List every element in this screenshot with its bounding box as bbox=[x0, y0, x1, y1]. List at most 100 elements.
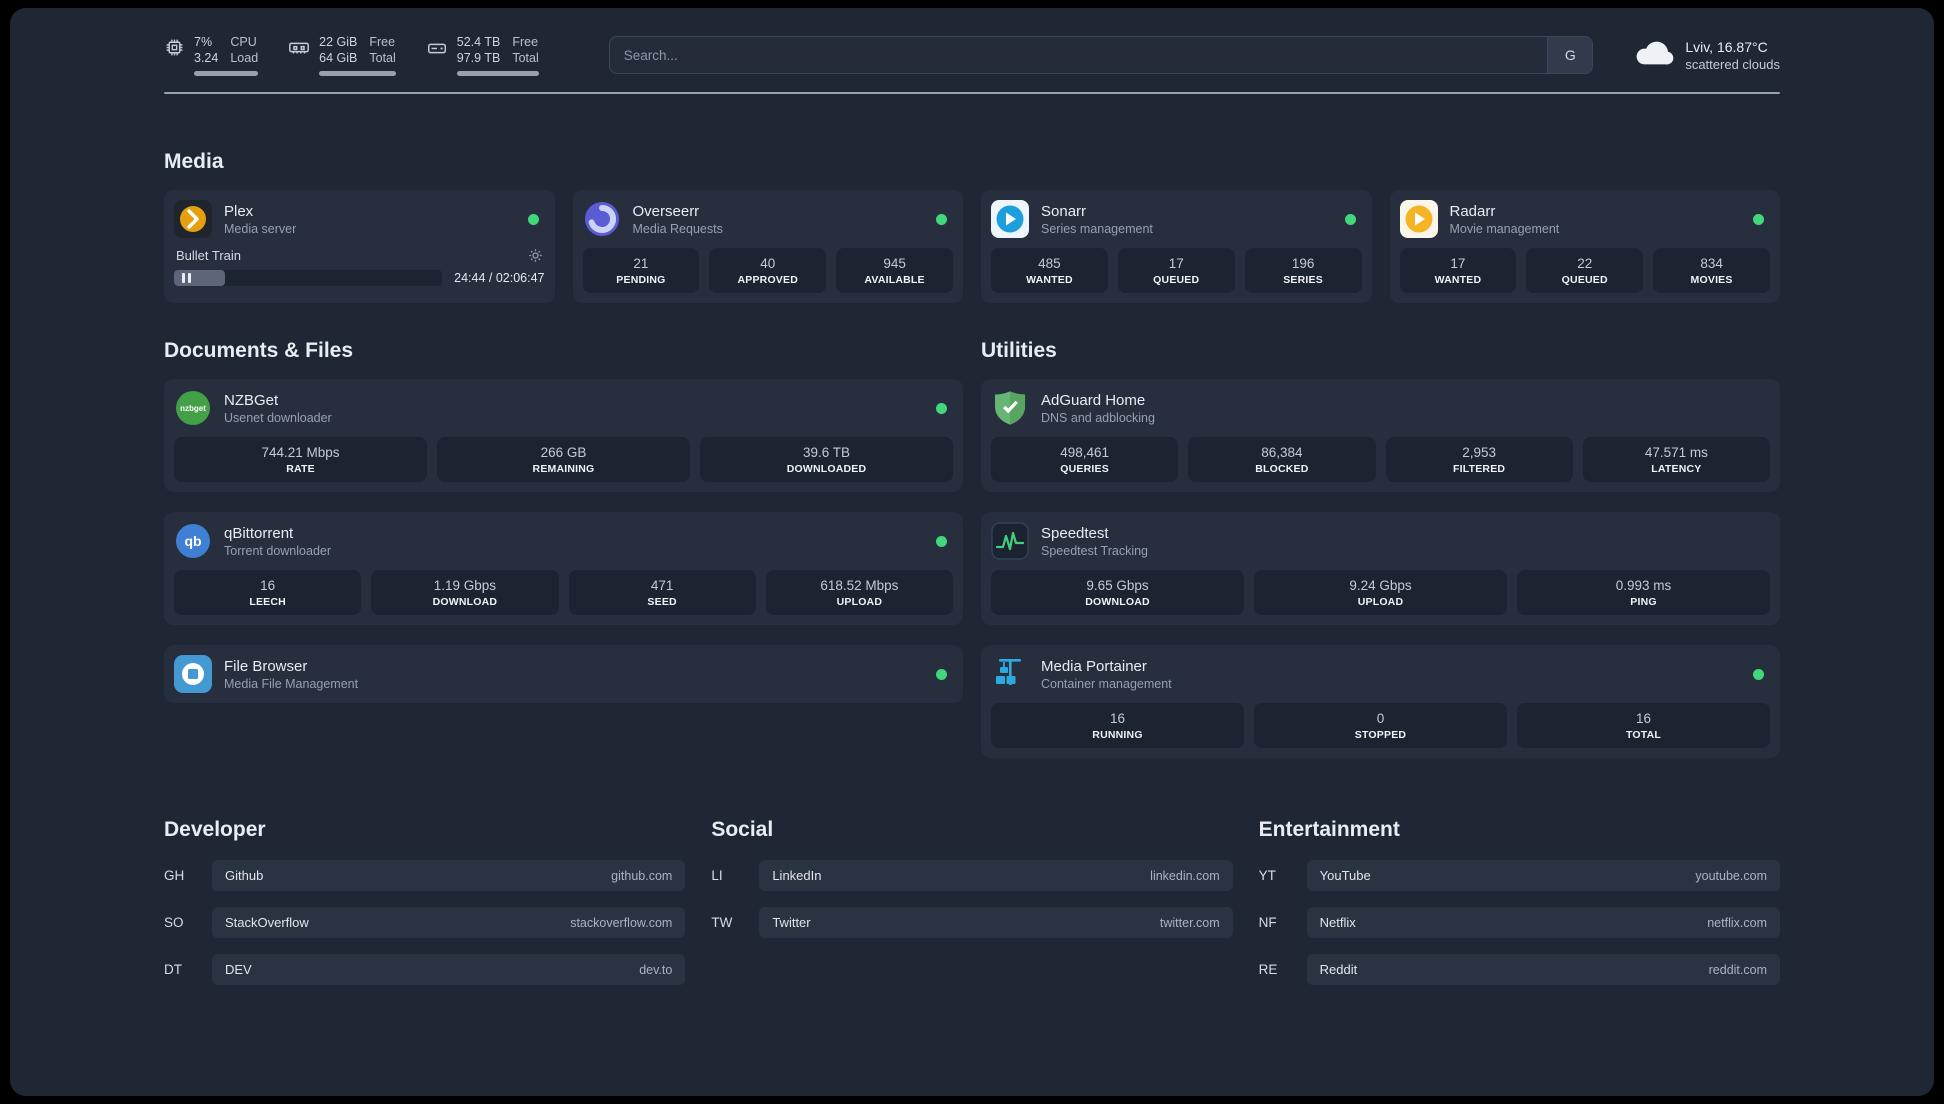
stat-downloaded: 39.6 TB DOWNLOADED bbox=[700, 437, 953, 482]
stat-label: DOWNLOAD bbox=[1085, 596, 1150, 608]
service-name: Speedtest bbox=[1041, 524, 1109, 542]
service-subtitle: DNS and adblocking bbox=[1041, 410, 1155, 425]
service-link-portainer[interactable]: Media Portainer Container management bbox=[991, 655, 1770, 693]
memory-total-label: Total bbox=[369, 51, 396, 65]
stat-label: AVAILABLE bbox=[864, 274, 925, 286]
section-title-social: Social bbox=[711, 818, 774, 841]
service-link-nzbget[interactable]: nzbget NZBGet Usenet downloader bbox=[174, 389, 953, 427]
search-provider-button[interactable]: G bbox=[1547, 37, 1593, 73]
disk-total-label: Total bbox=[512, 51, 539, 65]
stat-blocked: 86,384 BLOCKED bbox=[1188, 437, 1376, 482]
service-name: File Browser bbox=[224, 657, 308, 675]
service-link-filebrowser[interactable]: File Browser Media File Management bbox=[174, 655, 953, 693]
memory-total-value: 64 GiB bbox=[319, 51, 358, 65]
service-link-qbittorrent[interactable]: qb qBittorrent Torrent downloader bbox=[174, 522, 953, 560]
bookmark-link-stackoverflow[interactable]: StackOverflow stackoverflow.com bbox=[212, 907, 686, 938]
stat-stopped: 0 STOPPED bbox=[1254, 703, 1507, 748]
service-link-radarr[interactable]: Radarr Movie management bbox=[1399, 200, 1771, 238]
service-link-adguard[interactable]: AdGuard Home DNS and adblocking bbox=[991, 389, 1770, 427]
bookmark-domain: reddit.com bbox=[1708, 962, 1767, 977]
weather-condition: scattered clouds bbox=[1685, 56, 1780, 72]
service-link-plex[interactable]: Plex Media server bbox=[174, 200, 545, 238]
bookmark-domain: dev.to bbox=[639, 962, 673, 977]
search-input[interactable] bbox=[609, 37, 1548, 73]
bookmark-group-social: Social LI LinkedIn linkedin.com TW Twitt… bbox=[711, 818, 1233, 938]
bookmark-reddit: RE Reddit reddit.com bbox=[1259, 954, 1780, 985]
section-title-utilities: Utilities bbox=[981, 339, 1057, 362]
stat-label: DOWNLOAD bbox=[432, 596, 498, 608]
speedtest-icon bbox=[991, 522, 1029, 560]
section-documents: Documents & Files nzbget NZBGet U bbox=[164, 339, 963, 703]
stat-label: TOTAL bbox=[1625, 729, 1662, 741]
stat-value: 744.21 Mbps bbox=[261, 445, 340, 460]
bookmark-abbr: DT bbox=[164, 962, 182, 977]
stat-value: 498,461 bbox=[1060, 445, 1110, 460]
stat-value: 39.6 TB bbox=[802, 445, 851, 460]
stat-value: 47.571 ms bbox=[1644, 445, 1708, 460]
service-subtitle: Container management bbox=[1041, 676, 1172, 691]
stat-value: 16 bbox=[260, 578, 276, 593]
disk-total-value: 97.9 TB bbox=[456, 51, 501, 65]
bookmark-domain: twitter.com bbox=[1159, 915, 1220, 930]
memory-free-label: Free bbox=[369, 35, 396, 49]
stat-label: WANTED bbox=[1434, 274, 1482, 286]
bookmark-netflix: NF Netflix netflix.com bbox=[1259, 907, 1780, 938]
cpu-widget: 7% 3.24 CPU Load bbox=[164, 34, 259, 76]
playback-progress-bar[interactable] bbox=[174, 270, 443, 286]
stat-queued: 17 QUEUED bbox=[1117, 248, 1235, 293]
section-media: Media Plex Media server bbox=[164, 150, 1780, 303]
bookmark-domain: github.com bbox=[611, 868, 673, 883]
bookmark-linkedin: LI LinkedIn linkedin.com bbox=[711, 860, 1233, 891]
service-link-sonarr[interactable]: Sonarr Series management bbox=[991, 200, 1362, 238]
pause-icon[interactable] bbox=[182, 273, 191, 283]
stat-label: QUEUED bbox=[1561, 274, 1608, 286]
status-dot bbox=[936, 402, 947, 414]
stat-value: 471 bbox=[650, 578, 674, 593]
stat-latency: 47.571 ms LATENCY bbox=[1582, 437, 1770, 482]
bookmark-twitter: TW Twitter twitter.com bbox=[711, 907, 1233, 938]
bookmark-link-github[interactable]: Github github.com bbox=[212, 860, 686, 891]
status-dot bbox=[936, 668, 947, 680]
service-link-speedtest[interactable]: Speedtest Speedtest Tracking bbox=[991, 522, 1770, 560]
stat-value: 834 bbox=[1700, 256, 1723, 271]
service-subtitle: Speedtest Tracking bbox=[1041, 543, 1149, 558]
header-divider bbox=[164, 92, 1780, 94]
service-name: Overseerr bbox=[632, 202, 700, 220]
status-dot bbox=[1753, 668, 1764, 680]
stat-label: SERIES bbox=[1283, 274, 1323, 286]
service-card-overseerr: Overseerr Media Requests 21 PENDING 40 A… bbox=[572, 190, 963, 303]
stat-value: 9.65 Gbps bbox=[1086, 578, 1149, 593]
bookmark-dev: DT DEV dev.to bbox=[164, 954, 686, 985]
nzbget-icon: nzbget bbox=[174, 389, 212, 427]
stat-value: 40 bbox=[760, 256, 776, 271]
svg-text:qb: qb bbox=[184, 533, 201, 549]
stat-rate: 744.21 Mbps RATE bbox=[174, 437, 427, 482]
bookmark-link-reddit[interactable]: Reddit reddit.com bbox=[1306, 954, 1780, 985]
bookmark-link-dev[interactable]: DEV dev.to bbox=[212, 954, 686, 985]
service-card-plex: Plex Media server Bullet Train bbox=[164, 190, 555, 303]
service-link-overseerr[interactable]: Overseerr Media Requests bbox=[583, 200, 954, 238]
bookmark-name: Reddit bbox=[1319, 962, 1358, 977]
bookmark-abbr: TW bbox=[711, 915, 733, 930]
stat-value: 945 bbox=[883, 256, 906, 271]
bookmark-link-twitter[interactable]: Twitter twitter.com bbox=[759, 907, 1233, 938]
disk-free-label: Free bbox=[512, 35, 539, 49]
stat-label: MOVIES bbox=[1690, 274, 1733, 286]
search-bar: G bbox=[608, 36, 1594, 74]
stat-value: 9.24 Gbps bbox=[1349, 578, 1412, 593]
bookmark-group-developer: Developer GH Github github.com SO StackO… bbox=[164, 818, 686, 985]
stat-label: STOPPED bbox=[1354, 729, 1407, 741]
stat-label: DOWNLOADED bbox=[786, 463, 867, 475]
bookmark-link-netflix[interactable]: Netflix netflix.com bbox=[1306, 907, 1780, 938]
stat-wanted: 485 WANTED bbox=[991, 248, 1108, 293]
gear-icon[interactable] bbox=[528, 248, 543, 263]
bookmark-github: GH Github github.com bbox=[164, 860, 686, 891]
service-subtitle: Media Requests bbox=[632, 221, 723, 236]
bookmark-link-linkedin[interactable]: LinkedIn linkedin.com bbox=[759, 860, 1233, 891]
playback-progress-fill bbox=[174, 270, 225, 286]
section-title-entertainment: Entertainment bbox=[1258, 818, 1400, 841]
service-name: AdGuard Home bbox=[1041, 391, 1146, 409]
bookmark-name: Twitter bbox=[772, 915, 811, 930]
bookmark-link-youtube[interactable]: YouTube youtube.com bbox=[1306, 860, 1780, 891]
stat-value: 0 bbox=[1376, 711, 1385, 726]
